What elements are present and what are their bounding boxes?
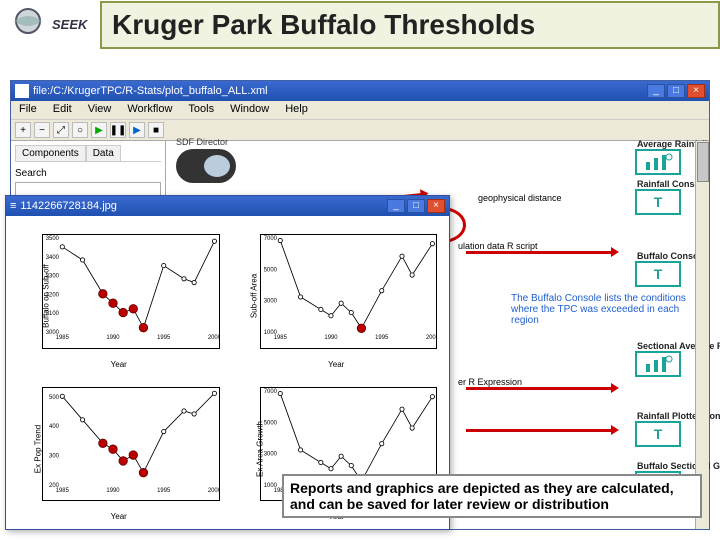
svg-text:7000: 7000: [263, 236, 277, 242]
svg-text:3300: 3300: [46, 274, 60, 280]
zoom-out-icon[interactable]: −: [34, 122, 50, 138]
svg-text:1990: 1990: [106, 488, 120, 494]
node-rexpr-label: er R Expression: [458, 377, 522, 387]
menu-workflow[interactable]: Workflow: [119, 101, 180, 119]
tab-components[interactable]: Components: [15, 145, 86, 161]
director-node[interactable]: SDF Director: [176, 149, 236, 183]
main-window-title: file:/C:/KrugerTPC/R-Stats/plot_buffalo_…: [33, 85, 268, 97]
main-titlebar[interactable]: file:/C:/KrugerTPC/R-Stats/plot_buffalo_…: [11, 81, 709, 101]
app-icon: [15, 84, 29, 98]
toolbar: + − ⤢ ○ ▶ ❚❚ ▶ ■: [11, 119, 709, 141]
svg-text:5000: 5000: [263, 420, 277, 426]
director-label: SDF Director: [176, 137, 228, 147]
svg-text:3000: 3000: [263, 451, 277, 457]
node-avg-rainfall[interactable]: Average Rainfall: [635, 149, 681, 175]
node-sec-avg-rainfall[interactable]: Sectional Average Rainfall: [635, 351, 681, 377]
chart-panel-2: Ex Pop TrendYear198519901995200020030040…: [12, 375, 226, 524]
annotation-arrow: [466, 429, 616, 432]
menubar[interactable]: File Edit View Workflow Tools Window Hel…: [11, 101, 709, 119]
svg-text:2000: 2000: [425, 335, 437, 341]
chart-xlabel: Year: [328, 360, 344, 369]
zoom-fit-icon[interactable]: ⤢: [53, 122, 69, 138]
image-icon: ≡: [10, 200, 16, 212]
img-maximize-button[interactable]: □: [407, 199, 425, 213]
chart-ylabel: Sub-off Area: [249, 274, 258, 318]
vertical-scrollbar[interactable]: [695, 141, 709, 529]
caption-box: Reports and graphics are depicted as the…: [282, 474, 702, 518]
node-rainfall-console[interactable]: Rainfall ConsoleT: [635, 189, 681, 215]
svg-text:300: 300: [49, 453, 60, 459]
zoom-reset-icon[interactable]: ○: [72, 122, 88, 138]
node-geodist-label: geophysical distance: [478, 193, 562, 203]
annotation-arrow: [466, 387, 616, 390]
annotation-arrow: [466, 251, 616, 254]
svg-text:5000: 5000: [263, 267, 277, 273]
maximize-button[interactable]: □: [667, 84, 685, 98]
step-icon[interactable]: ▶: [129, 122, 145, 138]
chart-panel-1: Sub-off AreaYear198519901995200010003000…: [230, 222, 444, 371]
node-ulation-label: ulation data R script: [458, 241, 538, 251]
img-close-button[interactable]: ×: [427, 199, 445, 213]
svg-text:3000: 3000: [263, 299, 277, 305]
image-titlebar[interactable]: ≡ 1142266728184.jpg _ □ ×: [6, 196, 449, 216]
image-window-title: 1142266728184.jpg: [20, 200, 116, 212]
note-text: The Buffalo Console lists the conditions…: [509, 291, 689, 328]
menu-view[interactable]: View: [80, 101, 120, 119]
svg-text:3100: 3100: [46, 311, 60, 317]
stop-icon[interactable]: ■: [148, 122, 164, 138]
svg-text:2000: 2000: [208, 488, 220, 494]
seek-logo: SEEK: [5, 5, 95, 45]
node-buffalo-console[interactable]: Buffalo ConsoleT: [635, 261, 681, 287]
svg-text:1990: 1990: [324, 335, 338, 341]
minimize-button[interactable]: _: [647, 84, 665, 98]
chart-xlabel: Year: [111, 512, 127, 521]
svg-text:1000: 1000: [263, 482, 277, 488]
svg-text:3500: 3500: [46, 236, 60, 242]
run-icon[interactable]: ▶: [91, 122, 107, 138]
svg-text:1000: 1000: [263, 330, 277, 336]
search-label: Search: [15, 168, 161, 179]
page-title: Kruger Park Buffalo Thresholds: [100, 1, 720, 49]
svg-text:1995: 1995: [157, 335, 171, 341]
img-minimize-button[interactable]: _: [387, 199, 405, 213]
svg-text:500: 500: [49, 394, 60, 400]
menu-help[interactable]: Help: [277, 101, 316, 119]
scrollbar-thumb[interactable]: [697, 142, 709, 182]
node-rainfall-plotter[interactable]: Rainfall Plotter ConsoleT: [635, 421, 681, 447]
svg-text:7000: 7000: [263, 388, 277, 394]
svg-text:3000: 3000: [46, 330, 60, 336]
tab-data[interactable]: Data: [86, 145, 121, 161]
menu-file[interactable]: File: [11, 101, 45, 119]
menu-edit[interactable]: Edit: [45, 101, 80, 119]
svg-text:3400: 3400: [46, 255, 60, 261]
menu-tools[interactable]: Tools: [180, 101, 222, 119]
chart-panel-0: Buffalo on Sub-offYear198519901995200030…: [12, 222, 226, 371]
svg-text:1995: 1995: [375, 335, 389, 341]
close-button[interactable]: ×: [687, 84, 705, 98]
svg-text:SEEK: SEEK: [52, 17, 89, 32]
svg-text:2000: 2000: [208, 335, 220, 341]
svg-text:400: 400: [49, 424, 60, 430]
menu-window[interactable]: Window: [222, 101, 277, 119]
chart-xlabel: Year: [111, 360, 127, 369]
zoom-in-icon[interactable]: +: [15, 122, 31, 138]
pause-icon[interactable]: ❚❚: [110, 122, 126, 138]
svg-text:1995: 1995: [157, 488, 171, 494]
svg-text:1990: 1990: [106, 335, 120, 341]
svg-text:3200: 3200: [46, 292, 60, 298]
svg-text:200: 200: [49, 482, 60, 488]
